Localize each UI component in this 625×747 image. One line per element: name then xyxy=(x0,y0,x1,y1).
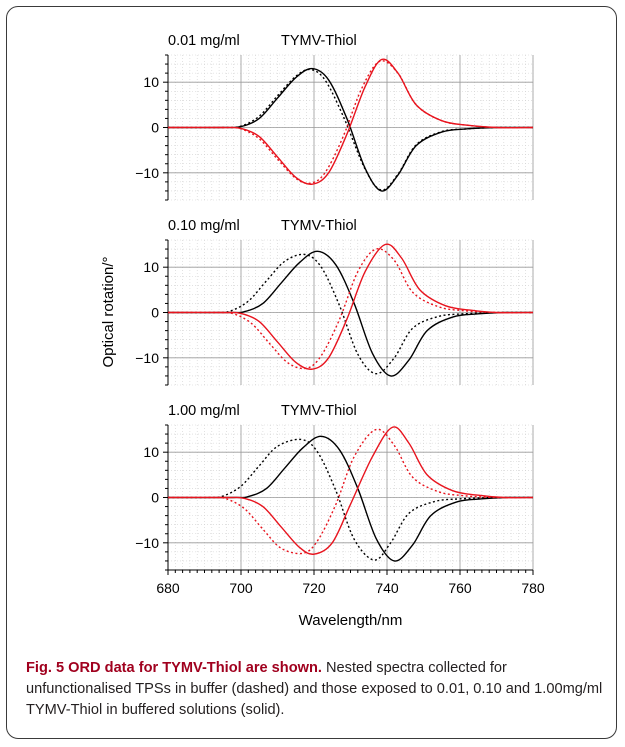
panel-title: 1.00 mg/ml xyxy=(168,403,240,419)
y-tick-label: −10 xyxy=(135,535,159,551)
y-tick-label: 10 xyxy=(143,74,159,90)
black-solid-series xyxy=(167,67,534,192)
y-tick-label: 0 xyxy=(151,120,159,136)
y-tick-label: 0 xyxy=(151,490,159,506)
x-tick-label: 700 xyxy=(229,580,253,596)
x-tick-label: 760 xyxy=(448,580,472,596)
figure-frame xyxy=(6,6,617,739)
y-tick-label: 0 xyxy=(151,305,159,321)
red-solid-series xyxy=(167,243,534,370)
y-tick-label: −10 xyxy=(135,165,159,181)
black-dashed-series xyxy=(167,438,534,561)
red-dashed-series xyxy=(167,428,534,555)
figure-caption: Fig. 5 ORD data for TYMV-Thiol are shown… xyxy=(26,658,606,721)
black-solid-series xyxy=(167,250,534,377)
panel-subtitle: TYMV-Thiol xyxy=(281,218,357,234)
red-dashed-series xyxy=(167,248,534,370)
ord-figure: −10 0 10 0.01 mg/ml TYMV-Thiol −10 0 10 0.10 mg/… xyxy=(100,33,545,629)
red-solid-series xyxy=(167,426,534,555)
panel-title: 0.01 mg/ml xyxy=(168,33,240,49)
x-axis-label: Wavelength/nm xyxy=(299,612,403,629)
x-tick-label: 780 xyxy=(521,580,545,596)
red-dashed-series xyxy=(167,60,534,185)
black-dashed-series xyxy=(167,253,534,375)
panel-title: 0.10 mg/ml xyxy=(168,218,240,234)
x-tick-label: 680 xyxy=(156,580,180,596)
x-tick-label: 720 xyxy=(302,580,326,596)
y-tick-label: 10 xyxy=(143,444,159,460)
y-tick-label: 10 xyxy=(143,259,159,275)
panel-subtitle: TYMV-Thiol xyxy=(281,403,357,419)
panel-subtitle: TYMV-Thiol xyxy=(281,33,357,49)
y-axis-label: Optical rotation/° xyxy=(100,256,117,367)
caption-text: Nested spectra collected for unfunctiona… xyxy=(26,660,603,718)
y-tick-label: −10 xyxy=(135,350,159,366)
x-tick-label: 740 xyxy=(375,580,399,596)
caption-label: Fig. 5 ORD data for TYMV-Thiol are shown… xyxy=(26,660,322,676)
